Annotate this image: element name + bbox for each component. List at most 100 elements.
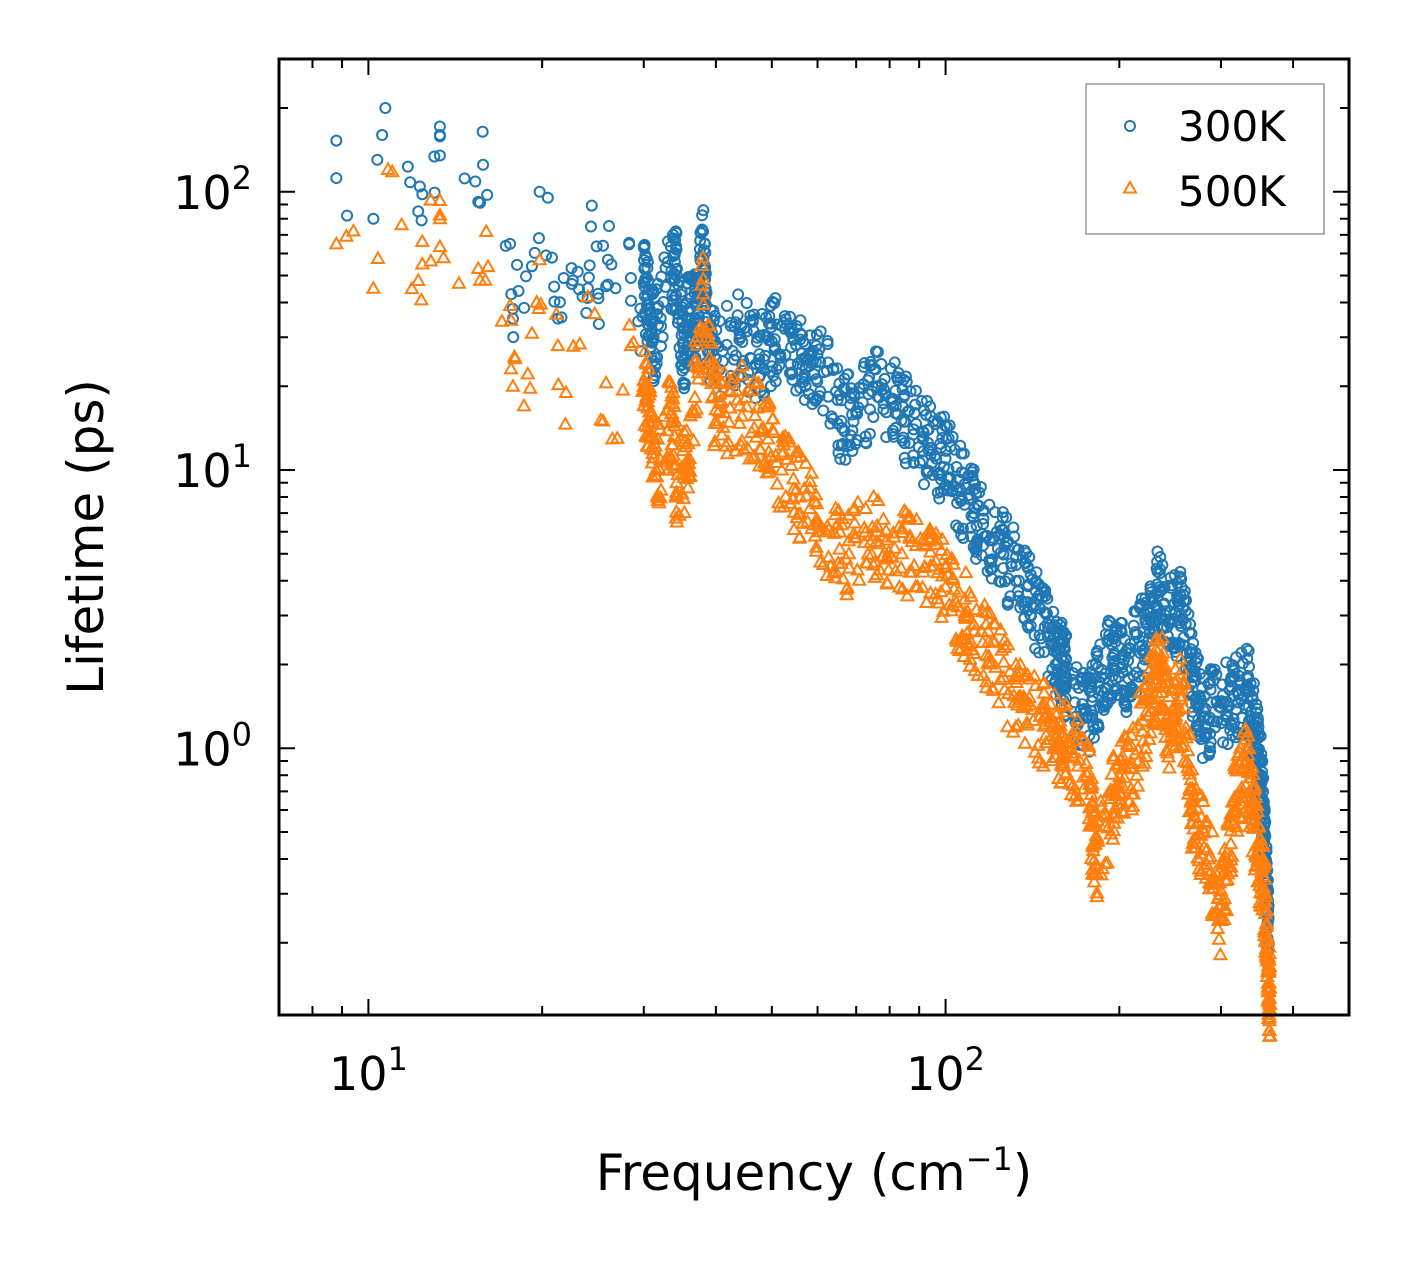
x-axis-label: Frequency (cm−1) [596, 1140, 1033, 1202]
data-point [860, 546, 876, 560]
data-point [869, 517, 885, 532]
data-point [1226, 789, 1243, 804]
data-point [785, 326, 798, 339]
data-point [1211, 931, 1227, 945]
data-point [587, 305, 603, 320]
data-point [477, 272, 494, 286]
data-point [928, 450, 941, 463]
data-point [520, 270, 533, 283]
data-point [1183, 771, 1199, 786]
data-point [899, 457, 912, 470]
data-point [1179, 754, 1195, 769]
data-point [891, 578, 908, 593]
data-point [1198, 690, 1211, 703]
data-point [821, 337, 834, 350]
data-point [590, 240, 603, 253]
data-point [1251, 703, 1264, 716]
data-point [592, 292, 605, 305]
data-point [958, 642, 974, 656]
data-point [1059, 703, 1075, 718]
data-point [1154, 629, 1170, 644]
data-point [428, 186, 441, 199]
data-point [971, 534, 984, 547]
legend-circle-icon [1124, 120, 1136, 132]
data-point [1217, 847, 1233, 862]
data-point [825, 410, 838, 423]
data-point [768, 297, 781, 310]
data-point [654, 340, 667, 353]
data-point [1036, 685, 1052, 699]
data-point [933, 609, 950, 623]
data-point [841, 560, 858, 574]
data-point [1041, 617, 1054, 630]
data-point [886, 540, 903, 554]
data-point [1135, 733, 1151, 747]
data-point [1165, 682, 1181, 697]
data-point [739, 440, 756, 454]
data-point [1019, 714, 1035, 729]
data-point [1177, 700, 1193, 714]
data-point [458, 172, 471, 185]
data-point [548, 295, 561, 308]
data-point [1233, 779, 1250, 794]
data-point [1078, 755, 1094, 769]
data-point [725, 369, 742, 384]
data-point [1101, 635, 1114, 648]
data-point [518, 301, 531, 314]
data-point [1256, 855, 1273, 870]
data-point [1204, 823, 1220, 838]
data-point [741, 450, 758, 465]
data-point [798, 487, 815, 502]
data-point [1164, 723, 1180, 738]
data-point [922, 557, 939, 572]
data-point [937, 578, 954, 593]
data-point [701, 350, 718, 364]
data-point [721, 414, 737, 428]
data-point [875, 511, 892, 525]
data-point [886, 396, 899, 409]
data-point [845, 382, 858, 395]
data-point [785, 368, 798, 381]
data-point [584, 220, 597, 233]
data-point [1257, 905, 1273, 920]
data-point [763, 310, 776, 323]
data-point [1133, 694, 1149, 709]
data-point [659, 280, 672, 293]
data-point [708, 401, 724, 416]
data-point [668, 291, 681, 304]
data-point [1232, 669, 1245, 682]
data-point [760, 431, 776, 445]
data-point [977, 512, 990, 525]
data-point [873, 391, 886, 404]
data-point [512, 284, 525, 297]
data-point [830, 555, 846, 569]
data-point [1015, 595, 1028, 608]
data-point [678, 298, 691, 311]
data-point [951, 583, 967, 598]
data-point [1088, 827, 1104, 842]
data-point [1249, 797, 1265, 812]
data-point [1021, 560, 1034, 573]
data-point [896, 383, 909, 396]
data-point [695, 296, 712, 310]
data-point [753, 357, 766, 370]
data-point [838, 383, 851, 396]
data-point [997, 548, 1010, 561]
data-point [1252, 720, 1265, 733]
data-point [330, 172, 343, 185]
data-point [767, 369, 780, 382]
data-point [983, 498, 996, 511]
data-point [874, 547, 891, 562]
data-point [783, 310, 796, 323]
data-point [520, 365, 536, 380]
data-point [853, 381, 866, 394]
data-point [887, 562, 904, 577]
data-point [803, 329, 816, 342]
data-point [747, 407, 763, 422]
data-point [756, 399, 772, 413]
data-point [1001, 596, 1014, 609]
data-point [1052, 713, 1068, 727]
data-point [893, 560, 909, 574]
data-point [696, 209, 709, 222]
